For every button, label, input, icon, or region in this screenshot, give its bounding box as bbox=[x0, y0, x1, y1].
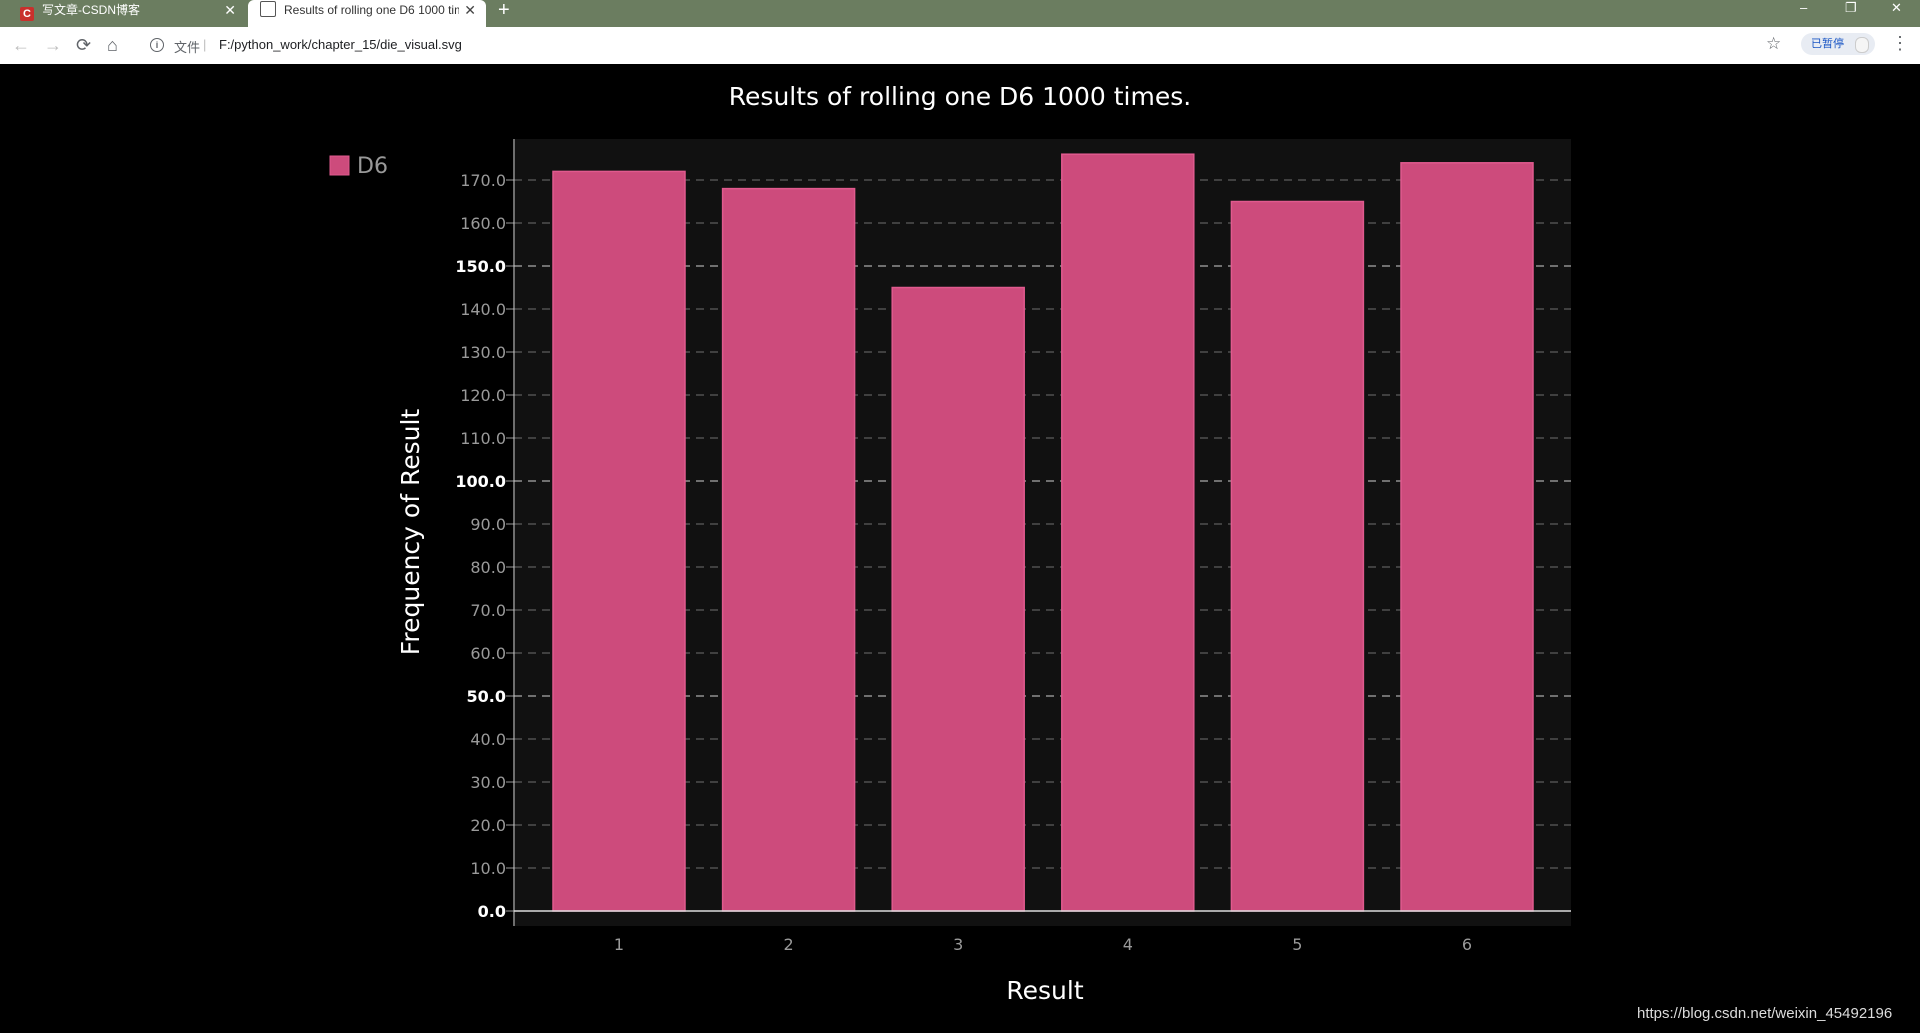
y-tick-label: 110.0 bbox=[460, 429, 506, 448]
plot-background bbox=[513, 139, 1571, 926]
y-tick-label: 10.0 bbox=[470, 859, 506, 878]
paused-label: 已暂停 bbox=[1811, 38, 1844, 50]
info-icon[interactable]: i bbox=[150, 38, 164, 52]
bar-3[interactable] bbox=[891, 286, 1025, 912]
tab-csdn[interactable]: C 写文章-CSDN博客 ✕ bbox=[8, 0, 246, 27]
back-icon[interactable]: ← bbox=[12, 35, 30, 55]
y-tick-label: 170.0 bbox=[460, 171, 506, 190]
bar-chart: 0.0 10.0 20.0 30.0 40.0 50.0 60.0 70.0 80.0 90.0 1… bbox=[329, 82, 1571, 1005]
y-tick-label: 100.0 bbox=[455, 472, 506, 491]
bar-1[interactable] bbox=[552, 170, 686, 912]
bar-2[interactable] bbox=[721, 187, 856, 912]
y-tick-label: 90.0 bbox=[470, 515, 506, 534]
bookmark-star-icon[interactable]: ☆ bbox=[1766, 34, 1782, 53]
y-tick-label: 60.0 bbox=[470, 644, 506, 663]
x-tick-label: 3 bbox=[953, 935, 963, 954]
forward-icon[interactable]: → bbox=[44, 35, 62, 55]
restore-icon[interactable]: ❐ bbox=[1845, 0, 1857, 15]
tab-title: Results of rolling one D6 1000 times. bbox=[284, 3, 459, 17]
watermark: https://blog.csdn.net/weixin_45492196 bbox=[1637, 1005, 1893, 1022]
address-bar[interactable]: F:/python_work/chapter_15/die_visual.svg bbox=[219, 37, 462, 52]
tab-title: 写文章-CSDN博客 bbox=[42, 3, 140, 17]
csdn-icon: C bbox=[20, 7, 34, 21]
tab-close-icon[interactable]: ✕ bbox=[224, 2, 236, 18]
bar-4[interactable] bbox=[1061, 153, 1195, 912]
browser-toolbar: ← → ⟳ ⌂ i 文件 | F:/python_work/chapter_15… bbox=[0, 27, 1920, 65]
reload-icon[interactable]: ⟳ bbox=[76, 35, 92, 55]
y-tick-label: 150.0 bbox=[455, 257, 506, 276]
tab-bar: C 写文章-CSDN博客 ✕ Results of rolling one D6 … bbox=[0, 0, 1920, 27]
profile-paused-button[interactable]: 已暂停 bbox=[1801, 33, 1875, 55]
x-tick-label: 4 bbox=[1123, 935, 1133, 954]
y-tick-labels: 0.0 10.0 20.0 30.0 40.0 50.0 60.0 70.0 80.0 90.0 1… bbox=[455, 171, 514, 921]
y-axis-label: Frequency of Result bbox=[396, 409, 425, 656]
x-tick-label: 1 bbox=[614, 935, 624, 954]
x-tick-label: 6 bbox=[1462, 935, 1472, 954]
y-tick-label: 120.0 bbox=[460, 386, 506, 405]
close-icon[interactable]: ✕ bbox=[1891, 0, 1902, 15]
y-tick-label: 70.0 bbox=[470, 601, 506, 620]
y-tick-label: 40.0 bbox=[470, 730, 506, 749]
y-tick-label: 0.0 bbox=[478, 902, 506, 921]
y-tick-label: 130.0 bbox=[460, 343, 506, 362]
y-tick-label: 20.0 bbox=[470, 816, 506, 835]
bar-5[interactable] bbox=[1230, 200, 1365, 912]
address-separator: | bbox=[203, 37, 207, 52]
legend-label: D6 bbox=[357, 154, 388, 179]
x-tick-label: 2 bbox=[784, 935, 794, 954]
globe-icon bbox=[260, 1, 276, 17]
x-tick-labels: 1 2 3 4 5 6 bbox=[614, 935, 1472, 954]
y-tick-label: 50.0 bbox=[467, 687, 506, 706]
legend-swatch bbox=[329, 155, 350, 176]
y-tick-label: 160.0 bbox=[460, 214, 506, 233]
bar-6[interactable] bbox=[1400, 162, 1534, 912]
x-axis-label: Result bbox=[1006, 976, 1083, 1005]
chart-title: Results of rolling one D6 1000 times. bbox=[729, 82, 1191, 111]
scheme-label: 文件 bbox=[174, 40, 201, 55]
y-tick-label: 80.0 bbox=[470, 558, 506, 577]
tab-close-icon[interactable]: ✕ bbox=[464, 2, 476, 18]
tab-die-visual[interactable]: Results of rolling one D6 1000 times. ✕ bbox=[248, 0, 486, 27]
x-tick-label: 5 bbox=[1292, 935, 1302, 954]
y-tick-label: 140.0 bbox=[460, 300, 506, 319]
bars bbox=[552, 153, 1534, 912]
page-content: 0.0 10.0 20.0 30.0 40.0 50.0 60.0 70.0 80.0 90.0 1… bbox=[0, 64, 1920, 1033]
avatar bbox=[1855, 37, 1869, 53]
home-icon[interactable]: ⌂ bbox=[107, 35, 118, 55]
menu-icon[interactable]: ⋮ bbox=[1891, 33, 1909, 53]
minimize-icon[interactable]: – bbox=[1800, 0, 1808, 15]
y-tick-label: 30.0 bbox=[470, 773, 506, 792]
new-tab-button[interactable]: + bbox=[498, 0, 510, 21]
